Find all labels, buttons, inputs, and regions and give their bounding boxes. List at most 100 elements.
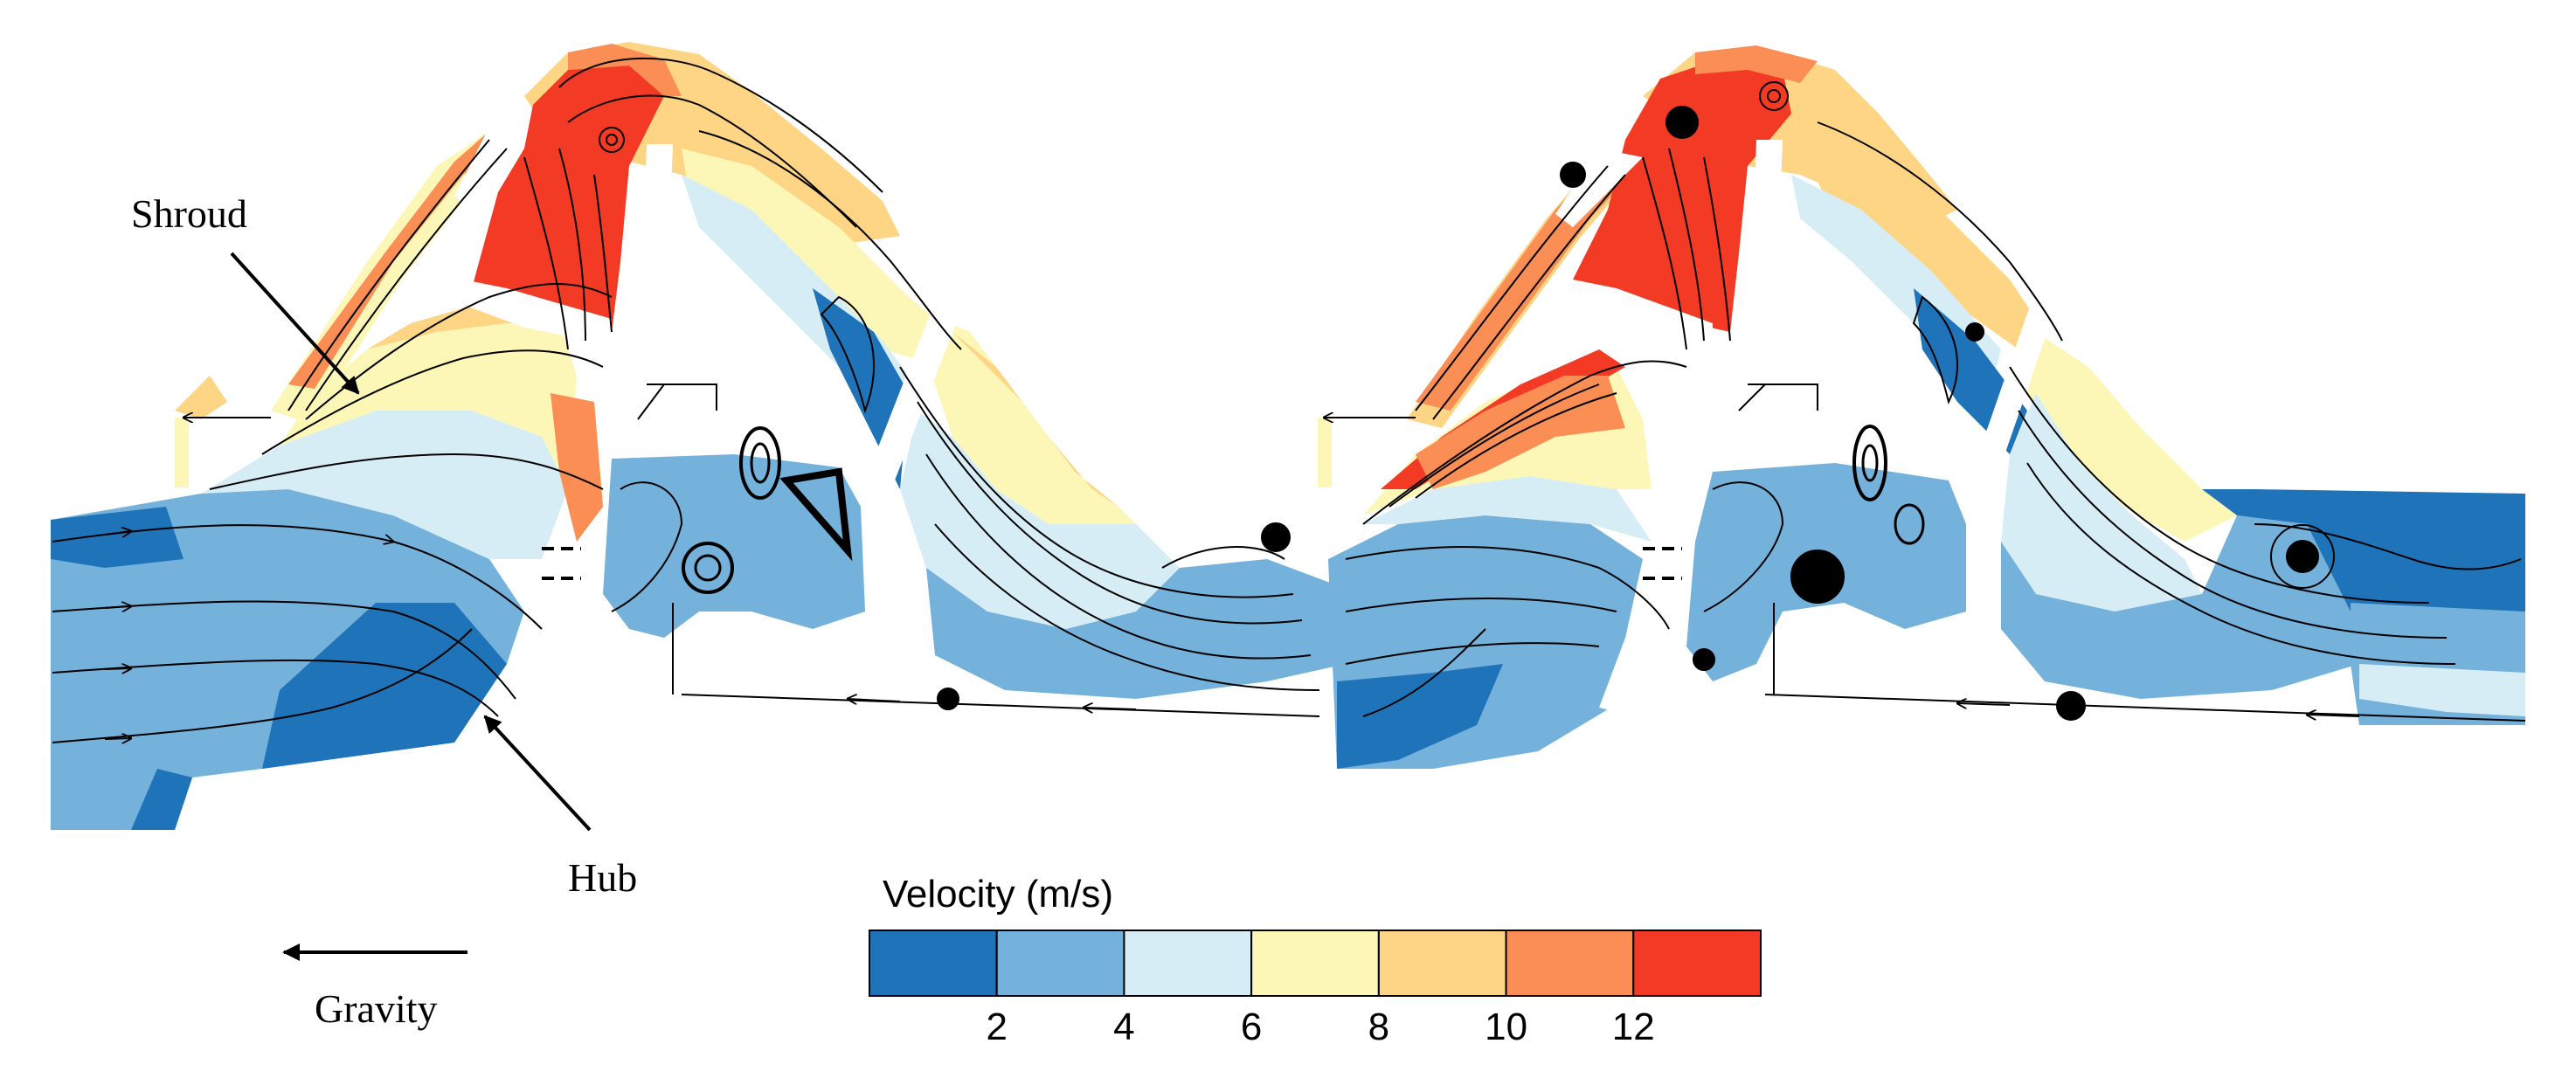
streamline [1161,546,1285,569]
stage-2-blade-gap-2 [1555,149,1643,227]
legend-title: Velocity (m/s) [883,873,1113,916]
vortex [750,442,771,484]
seal-dash [1643,547,1682,580]
streamline [209,453,604,490]
streamline [925,453,1312,660]
streamline [523,156,569,350]
vortex [1894,503,1925,545]
streamline [1345,546,1670,630]
vortex [2056,691,2086,721]
streamline [1817,121,2063,342]
streamline [917,401,1303,625]
gravity-label: Gravity [315,986,438,1031]
legend-color-bar [869,930,1762,997]
stage-1-hub-lowvel-corner [131,769,192,830]
hub-pointer-arrow [483,715,592,832]
streamline [52,628,473,743]
legend-tick-label: 4 [1113,1006,1134,1048]
streamline-arrow [104,531,131,535]
streamline [899,366,1294,598]
legend-tick-label: 8 [1368,1006,1389,1048]
streamline-arrow [848,699,901,702]
shroud-pointer-arrow [230,252,360,395]
vortex [779,467,853,562]
vortex [606,134,618,146]
vortex [2286,540,2319,573]
stage-1-hub-lowvel-zone [262,603,507,769]
legend-bin [1632,930,1762,997]
stage-2-blade-gap-1 [1564,280,1713,345]
stage-2-top-bulb-rim [1695,45,1818,83]
streamline [1345,598,1617,612]
shroud-label: Shroud [131,191,247,236]
stage-1-blade-gap-4 [638,144,673,376]
stage-1-inlet-lowvel-zone [51,507,184,568]
vortex [1965,322,1984,342]
streamline [52,659,499,717]
streamline-arrow [104,738,131,739]
vortex [1852,425,1887,501]
legend-bin [869,930,998,997]
streamline [698,130,962,350]
streamline [1432,174,1626,420]
stage-2-blade-gap-3 [1962,288,2058,515]
vortex [1790,549,1845,604]
streamline-arrow [1084,708,1137,709]
streamline [637,384,717,420]
casing-outline [647,384,717,411]
vortex [1665,106,1699,139]
annotation-shroud: Shroud [131,191,360,395]
legend-tick-label: 6 [1241,1006,1262,1048]
streamline [261,349,604,455]
streamline [1703,481,1784,612]
stage-2-hub-lowvel-zone [1337,664,1503,769]
stage-2-flow-passage [1318,45,2525,769]
vortex [1560,162,1586,188]
stage-1-impeller-band-light [201,411,568,559]
stage-1-hub-gap [498,542,577,716]
legend-bin [1123,930,1253,997]
streamline [1415,392,1617,499]
stage-2-impeller-band-light [1363,476,1652,542]
streamline [681,694,1320,717]
stage-2-outflow-blue [2001,515,2359,699]
annotation-gravity: Gravity [282,943,467,1031]
stage-2-blade-gap-4 [1748,140,1783,376]
vortex [2270,524,2335,589]
legend-tick-label: 12 [1612,1006,1655,1048]
stage-2-outlet-bottom [2359,664,2525,716]
stage-1-return-channel-outer [682,149,961,367]
vortex [1261,522,1291,552]
streamline [305,148,508,411]
stage-1-top-bulb-rim [568,44,682,96]
streamline [558,148,586,342]
stage-1-blade-gap-3 [865,280,970,489]
streamline [52,600,516,700]
streamline-arrow [1957,703,2011,705]
streamline [1703,156,1731,342]
stage-1-shroud-arm-outer [288,131,516,389]
streamlines [52,57,2526,743]
vortex [937,688,959,710]
stage-1-shroud-lip [175,376,227,419]
streamline [611,481,683,612]
streamline [2254,523,2522,570]
seal-dash [542,547,581,580]
velocity-legend: Velocity (m/s) 2 4 6 8 10 12 [869,873,1762,1048]
vortex [599,127,625,153]
streamline [567,94,857,228]
streamline [1912,295,1958,404]
stage-1-outflow-blue [926,559,1346,699]
streamline [1642,156,1687,350]
stage-1-shroud-stub [175,418,189,487]
stage-2-top-bulb-core [1573,61,1791,332]
streamline [1388,384,1600,508]
streamline-arrow [104,668,131,669]
annotation-hub: Hub [483,715,637,900]
streamline [1738,384,1818,411]
legend-tick-label: 10 [1485,1006,1527,1048]
streamline-arrow [104,606,131,608]
streamline [1668,148,1705,342]
streamline [1345,642,1600,665]
